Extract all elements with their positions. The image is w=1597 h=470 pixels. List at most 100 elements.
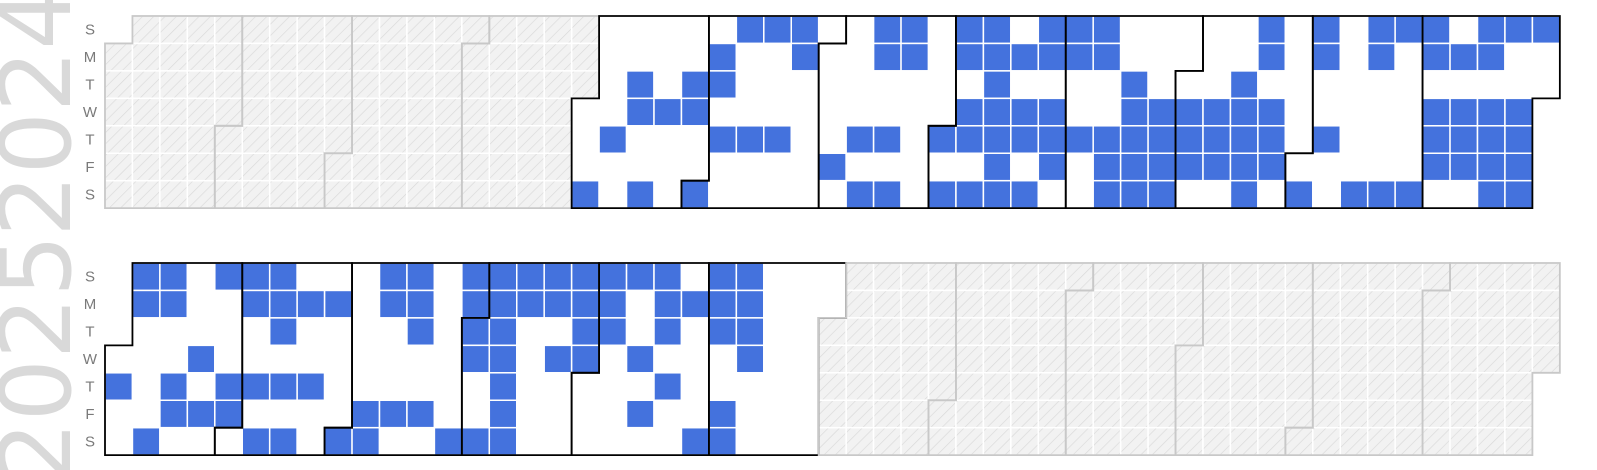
day-cell-active: 2024-08-25 bbox=[1037, 15, 1067, 45]
day-cell-active: 2024-10-17 bbox=[1229, 125, 1259, 155]
day-cell-active: 2025-05-22 bbox=[653, 372, 683, 401]
day-cell-active: 2025-06-06 bbox=[708, 399, 738, 429]
day-cell-active: 2024-05-04 bbox=[570, 179, 600, 209]
day-cell: 2024-12-07 bbox=[1421, 179, 1451, 209]
day-cell: 2024-07-10 bbox=[845, 97, 875, 127]
day-cell: 2025-09-03 bbox=[1065, 344, 1094, 374]
day-cell: 2024-03-22 bbox=[406, 152, 436, 182]
day-cell: 2024-06-18 bbox=[763, 70, 792, 100]
day-cell-active: 2024-08-12 bbox=[982, 42, 1012, 72]
month-outline bbox=[1421, 15, 1561, 210]
day-cell: 2024-02-19 bbox=[296, 42, 326, 72]
day-cell: 2025-03-25 bbox=[433, 317, 463, 347]
day-cell-active: 2025-03-10 bbox=[378, 289, 408, 319]
day-cell: 2025-02-18 bbox=[296, 317, 326, 347]
day-cell: 2024-02-26 bbox=[323, 42, 353, 72]
day-cell: 2024-01-15 bbox=[159, 42, 189, 72]
day-cell: 2024-03-01 bbox=[323, 152, 353, 182]
day-cell: 2025-04-26 bbox=[543, 426, 573, 456]
day-cell-active: 2024-12-29 bbox=[1531, 15, 1561, 45]
day-cell: 2024-04-18 bbox=[516, 125, 545, 155]
day-cell: 2024-05-08 bbox=[598, 97, 628, 127]
day-cell-active: 2024-12-11 bbox=[1449, 97, 1479, 127]
day-cell-active: 2024-07-15 bbox=[872, 42, 902, 72]
day-cell-active: 2024-08-22 bbox=[1010, 125, 1040, 155]
day-cell-active: 2025-01-31 bbox=[214, 399, 244, 429]
day-cell: 2024-09-22 bbox=[1147, 15, 1177, 45]
day-cell: 2025-11-17 bbox=[1366, 289, 1396, 319]
day-cell: 2025-06-19 bbox=[763, 372, 792, 401]
day-cell: 2024-04-29 bbox=[570, 42, 600, 72]
weekday-label: S bbox=[85, 433, 95, 450]
day-cell: 2025-07-16 bbox=[872, 344, 902, 374]
day-cell: 2025-10-03 bbox=[1174, 399, 1204, 429]
day-cell: 2025-11-24 bbox=[1394, 289, 1424, 319]
day-cell: 2024-03-26 bbox=[433, 70, 463, 100]
day-cell: 2025-09-07 bbox=[1092, 262, 1122, 292]
day-cell: 2024-05-03 bbox=[570, 152, 600, 182]
day-cell: 2025-05-07 bbox=[598, 344, 628, 374]
day-cell: 2024-10-06 bbox=[1202, 15, 1232, 45]
day-cell: 2025-12-12 bbox=[1449, 399, 1479, 429]
day-cell-active: 2024-10-21 bbox=[1257, 42, 1287, 72]
day-cell-active: 2024-12-16 bbox=[1476, 42, 1506, 72]
day-cell: 2025-11-01 bbox=[1284, 426, 1314, 456]
day-cell: 2024-05-10 bbox=[598, 152, 628, 182]
day-cell: 2024-01-02 bbox=[104, 70, 134, 100]
day-cell: 2025-09-09 bbox=[1092, 317, 1122, 347]
day-cell: 2024-07-26 bbox=[900, 152, 930, 182]
day-cell: 2024-04-20 bbox=[516, 179, 545, 209]
day-cell-active: 2024-06-03 bbox=[708, 42, 738, 72]
day-cell-active: 2024-10-03 bbox=[1174, 125, 1204, 155]
day-cell: 2025-10-24 bbox=[1257, 399, 1287, 429]
day-cell: 2024-05-13 bbox=[625, 42, 655, 72]
day-cell: 2024-05-06 bbox=[598, 42, 628, 72]
day-cell: 2024-04-03 bbox=[461, 97, 491, 127]
day-cell: 2025-08-04 bbox=[955, 289, 985, 319]
day-cell: 2025-07-28 bbox=[927, 289, 957, 319]
day-cell: 2025-09-29 bbox=[1174, 289, 1204, 319]
day-cell: 2024-02-22 bbox=[296, 125, 326, 155]
day-cell: 2024-05-01 bbox=[570, 97, 600, 127]
day-cell: 2025-12-24 bbox=[1504, 344, 1534, 374]
day-cell: 2025-08-01 bbox=[927, 399, 957, 429]
day-cell: 2025-04-03 bbox=[461, 372, 491, 401]
day-cell: 2024-06-29 bbox=[790, 179, 820, 209]
day-cell: 2024-08-09 bbox=[955, 152, 985, 182]
day-cell: 2024-10-28 bbox=[1284, 42, 1314, 72]
day-cell: 2025-08-28 bbox=[1037, 372, 1067, 401]
day-cell-active: 2024-09-19 bbox=[1119, 125, 1149, 155]
day-cell: 2025-12-29 bbox=[1531, 289, 1561, 319]
day-cell: 2025-08-14 bbox=[982, 372, 1012, 401]
day-cell: 2025-04-22 bbox=[543, 317, 573, 347]
day-cell-active: 2024-09-20 bbox=[1119, 152, 1149, 182]
day-cell-active: 2024-12-06 bbox=[1421, 152, 1451, 182]
day-cell: 2025-08-19 bbox=[1010, 317, 1040, 347]
day-cell-active: 2024-12-25 bbox=[1504, 97, 1534, 127]
day-cell-active: 2024-10-09 bbox=[1202, 97, 1232, 127]
day-cell: 2024-01-23 bbox=[186, 70, 216, 100]
day-cell: 2024-11-11 bbox=[1339, 42, 1369, 72]
day-cell: 2024-01-13 bbox=[131, 179, 161, 209]
day-cell-active: 2025-05-14 bbox=[625, 344, 655, 374]
day-cell-active: 2025-01-17 bbox=[159, 399, 189, 429]
day-cell: 2024-03-11 bbox=[378, 42, 408, 72]
day-cell-active: 2024-09-09 bbox=[1092, 42, 1122, 72]
day-cell: 2024-01-29 bbox=[214, 42, 244, 72]
day-cell-active: 2025-03-17 bbox=[406, 289, 436, 319]
day-cell: 2024-11-12 bbox=[1339, 70, 1369, 100]
day-cell: 2024-05-23 bbox=[653, 125, 683, 155]
day-cell: 2025-07-19 bbox=[872, 426, 902, 456]
day-cell-active: 2024-07-22 bbox=[900, 42, 930, 72]
day-cell: 2024-08-18 bbox=[1010, 15, 1040, 45]
day-cell: 2025-06-13 bbox=[735, 399, 765, 429]
day-cell: 2024-11-29 bbox=[1394, 152, 1424, 182]
day-cell: 2024-04-15 bbox=[516, 42, 545, 72]
day-cell-active: 2024-10-25 bbox=[1257, 152, 1287, 182]
day-cell-active: 2024-12-05 bbox=[1421, 125, 1451, 155]
day-cell: 2025-07-22 bbox=[900, 317, 930, 347]
day-cell: 2024-11-20 bbox=[1366, 97, 1396, 127]
day-cell: 2025-03-15 bbox=[378, 426, 408, 456]
day-cell: 2024-01-24 bbox=[186, 97, 216, 127]
day-cell: 2025-07-21 bbox=[900, 289, 930, 319]
